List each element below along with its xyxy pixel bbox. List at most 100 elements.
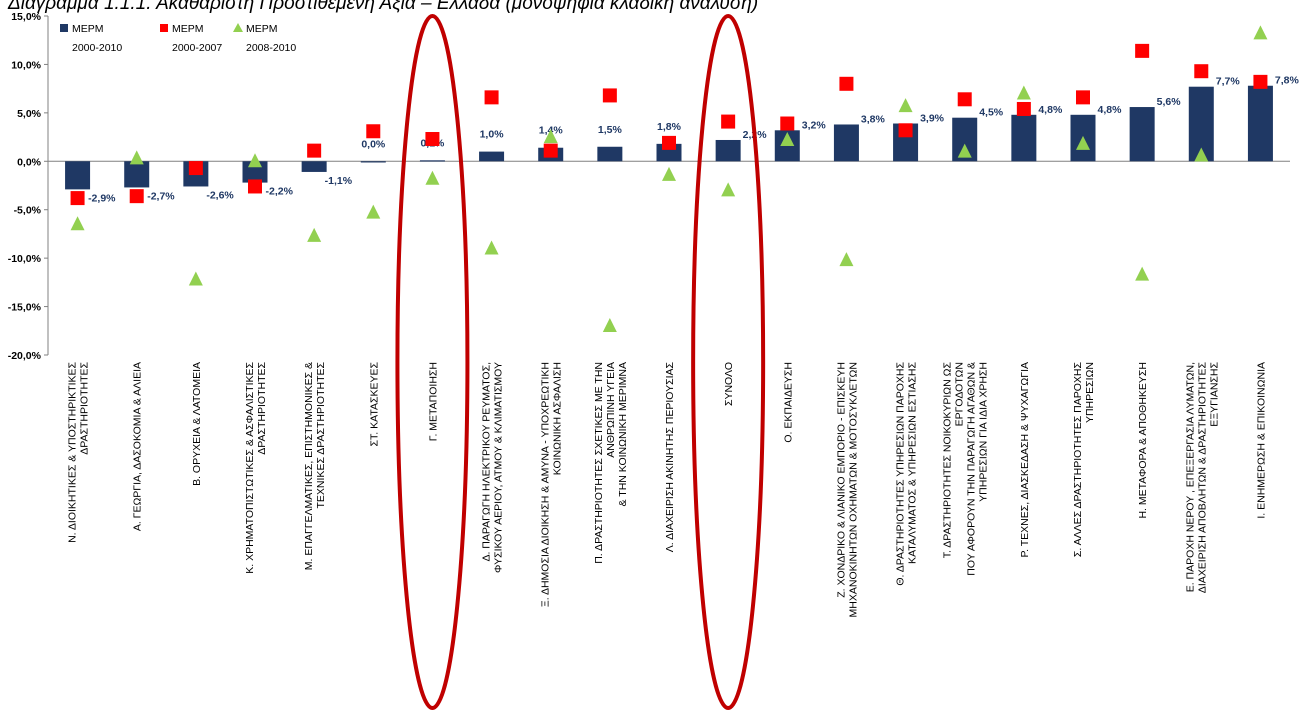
category-label: Θ. ΔΡΑΣΤΗΡΙΟΤΗΤΕΣ ΥΠΗΡΕΣΙΩΝ ΠΑΡΟΧΗΣ ΚΑΤΑΛ… — [895, 361, 919, 585]
category-label-line: ΣΥΝΟΛΟ — [723, 362, 735, 406]
data-label: 5,6% — [1157, 96, 1182, 108]
category-label: Τ. ΔΡΑΣΤΗΡΙΟΤΗΤΕΣ ΝΟΙΚΟΚΥΡΙΩΝ ΩΣ ΕΡΓΟΔΟΤΩ… — [942, 362, 990, 576]
category-label: ΣΥΝΟΛΟ — [723, 362, 735, 406]
category-label-line: ΕΞΥΓΙΑΝΣΗΣ — [1208, 361, 1220, 426]
category-label-line: Ο. ΕΚΠΑΙΔΕΥΣΗ — [782, 362, 794, 443]
category-label: Β. ΟΡΥΧΕΙΑ & ΛΑΤΟΜΕΙΑ — [191, 362, 203, 486]
legend-label: 2000-2010 — [72, 42, 122, 54]
marker-square — [188, 161, 203, 176]
category-label-line: Κ. ΧΡΗΜΑΤΟΠΙΣΤΩΤΙΚΕΣ & ΑΣΦΑΛΙΣΤΙΚΕΣ — [244, 361, 256, 573]
bar — [479, 151, 505, 162]
marker-triangle — [248, 153, 262, 168]
category-label-line: ΑΝΘΡΩΠΙΝΗ ΥΓΕΙΑ — [605, 362, 617, 458]
marker-square — [129, 189, 144, 204]
legend-label: ΜΕΡΜ — [72, 23, 104, 35]
data-label: 4,5% — [979, 107, 1004, 119]
category-label-line: Λ. ΔΙΑΧΕΙΡΙΣΗ ΑΚΙΝΗΤΗΣ ΠΕΡΙΟΥΣΙΑΣ — [664, 361, 676, 552]
category-label: Κ. ΧΡΗΜΑΤΟΠΙΣΤΩΤΙΚΕΣ & ΑΣΦΑΛΙΣΤΙΚΕΣ ΔΡΑΣΤ… — [244, 361, 268, 573]
marker-triangle — [1016, 85, 1031, 100]
data-label: -2,6% — [206, 189, 234, 201]
legend-swatch — [160, 24, 168, 32]
category-label-line: ΚΟΙΝΩΝΙΚΗ ΑΣΦΑΛΙΣΗ — [552, 362, 564, 475]
chart-title: Διάγραμμα 1.1.1. Ακαθάριστη Προστιθέμενη… — [8, 0, 759, 14]
marker-triangle — [129, 150, 144, 165]
marker-triangle — [662, 166, 676, 181]
category-label: Λ. ΔΙΑΧΕΙΡΙΣΗ ΑΚΙΝΗΤΗΣ ΠΕΡΙΟΥΣΙΑΣ — [664, 361, 676, 552]
category-label-line: Ζ. ΧΟΝΔΡΙΚΟ & ΛΙΑΝΙΚΟ ΕΜΠΟΡΙΟ - ΕΠΙΣΚΕΥΗ — [835, 362, 847, 598]
data-label: 4,8% — [1038, 104, 1063, 116]
data-label: 3,8% — [861, 113, 886, 125]
category-label: Μ. ΕΠΑΓΓΕΛΜΑΤΙΚΕΣ, ΕΠΙΣΤΗΜΟΝΙΚΕΣ & ΤΕΧΝΙΚ… — [303, 361, 327, 570]
data-label: 7,8% — [1275, 75, 1300, 87]
data-label: 1,5% — [598, 124, 623, 136]
data-label: 3,2% — [802, 119, 827, 131]
data-label: -2,2% — [266, 186, 294, 198]
data-label: 3,9% — [920, 113, 945, 125]
category-label-line: Η. ΜΕΤΑΦΟΡΑ & ΑΠΟΘΗΚΕΥΣΗ — [1137, 362, 1149, 519]
legend-label: ΜΕΡΜ — [246, 23, 278, 35]
category-label-line: ΥΠΗΡΕΣΙΩΝ ΓΙΑ ΙΔΙΑ ΧΡΗΣΗ — [978, 362, 990, 502]
y-tick-label: -20,0% — [8, 350, 42, 362]
y-tick-label: 0,0% — [17, 156, 42, 168]
category-label: Γ. ΜΕΤΑΠΟΙΗΣΗ — [427, 362, 439, 441]
category-label-line: ΤΕΧΝΙΚΕΣ ΔΡΑΣΤΗΡΙΟΤΗΤΕΣ — [315, 361, 327, 508]
marker-triangle — [721, 182, 736, 197]
legend-swatch — [233, 23, 243, 32]
category-label-line: ΠΟΥ ΑΦΟΡΟΥΝ ΤΗΝ ΠΑΡΑΓΩΓΗ ΑΓΑΘΩΝ & — [966, 362, 978, 576]
data-label: -2,7% — [147, 190, 175, 202]
category-label-line: Δ. ΠΑΡΑΓΩΓΗ ΗΛΕΚΤΡΙΚΟΥ ΡΕΥΜΑΤΟΣ, — [481, 362, 493, 562]
marker-triangle — [898, 98, 913, 113]
category-label-line: ΔΙΑΧΕΙΡΙΣΗ ΑΠΟΒΛΗΤΩΝ & ΔΡΑΣΤΗΡΙΟΤΗΤΕΣ — [1196, 361, 1208, 593]
marker-square — [602, 88, 617, 103]
marker-triangle — [1253, 25, 1268, 40]
y-tick-label: 5,0% — [17, 108, 42, 120]
category-label-line: Ρ. ΤΕΧΝΕΣ, ΔΙΑΣΚΕΔΑΣΗ & ΨΥΧΑΓΩΓΙΑ — [1019, 362, 1031, 558]
category-label: Ο. ΕΚΠΑΙΔΕΥΣΗ — [782, 362, 794, 443]
marker-square — [898, 123, 913, 138]
category-label-line: ΣΤ. ΚΑΤΑΣΚΕΥΕΣ — [368, 361, 380, 446]
category-label: ΣΤ. ΚΑΤΑΣΚΕΥΕΣ — [368, 361, 380, 446]
marker-triangle — [425, 170, 440, 185]
category-label: Π. ΔΡΑΣΤΗΡΙΟΤΗΤΕΣ ΣΧΕΤΙΚΕΣ ΜΕ ΤΗΝ ΑΝΘΡΩΠΙ… — [593, 362, 629, 564]
bar — [65, 161, 91, 190]
y-tick-label: -15,0% — [8, 302, 42, 314]
marker-triangle — [307, 227, 322, 242]
category-label-line: ΥΠΗΡΕΣΙΩΝ — [1084, 362, 1096, 423]
marker-triangle — [1194, 147, 1209, 162]
marker-square — [1253, 74, 1268, 89]
category-label-line: Π. ΔΡΑΣΤΗΡΙΟΤΗΤΕΣ ΣΧΕΤΙΚΕΣ ΜΕ ΤΗΝ — [593, 362, 605, 564]
y-tick-label: -5,0% — [14, 205, 42, 217]
marker-square — [484, 90, 499, 105]
marker-square — [780, 116, 795, 131]
bar — [1247, 85, 1273, 162]
category-label-line: Ν. ΔΙΟΙΚΗΤΙΚΕΣ & ΥΠΟΣΤΗΡΙΚΤΙΚΕΣ — [67, 362, 79, 543]
marker-triangle — [70, 216, 85, 231]
legend-swatch — [60, 24, 68, 32]
category-label-line: Α. ΓΕΩΡΓΙΑ, ΔΑΣΟΚΟΜΙΑ & ΑΛΙΕΙΑ — [132, 362, 144, 531]
y-tick-label: 15,0% — [11, 11, 41, 23]
marker-square — [1194, 64, 1209, 79]
y-tick-label: 10,0% — [11, 59, 41, 71]
marker-square — [366, 124, 381, 139]
marker-square — [1016, 101, 1031, 116]
category-label: Ρ. ΤΕΧΝΕΣ, ΔΙΑΣΚΕΔΑΣΗ & ΨΥΧΑΓΩΓΙΑ — [1019, 362, 1031, 558]
data-label: 0,0% — [361, 138, 386, 150]
data-label: -1,1% — [325, 175, 353, 187]
bar — [1011, 114, 1037, 162]
category-label: Ζ. ΧΟΝΔΡΙΚΟ & ΛΙΑΝΙΚΟ ΕΜΠΟΡΙΟ - ΕΠΙΣΚΕΥΗ… — [835, 362, 859, 617]
marker-triangle — [188, 271, 203, 286]
legend-label: ΜΕΡΜ — [172, 23, 204, 35]
bar — [301, 161, 327, 172]
category-label-line: ΚΑΤΑΛΥΜΑΤΟΣ & ΥΠΗΡΕΣΙΩΝ ΕΣΤΙΑΣΗΣ — [907, 361, 919, 563]
category-label-line: ΔΡΑΣΤΗΡΙΟΤΗΤΕΣ — [79, 362, 91, 455]
category-label-line: ΕΡΓΟΔΟΤΩΝ — [954, 362, 966, 426]
category-label: Η. ΜΕΤΑΦΟΡΑ & ΑΠΟΘΗΚΕΥΣΗ — [1137, 362, 1149, 519]
category-label: Δ. ΠΑΡΑΓΩΓΗ ΗΛΕΚΤΡΙΚΟΥ ΡΕΥΜΑΤΟΣ, ΦΥΣΙΚΟΥ … — [481, 362, 505, 573]
category-label-line: Γ. ΜΕΤΑΠΟΙΗΣΗ — [427, 362, 439, 441]
category-label: Ε. ΠΑΡΟΧΗ ΝΕΡΟΥ , ΕΠΕΞΕΡΓΑΣΙΑ ΛΥΜΑΤΩΝ, ΔΙ… — [1184, 361, 1220, 593]
marker-square — [307, 143, 322, 158]
marker-square — [839, 76, 854, 91]
highlight-ellipse — [691, 14, 766, 710]
bar — [833, 124, 859, 162]
